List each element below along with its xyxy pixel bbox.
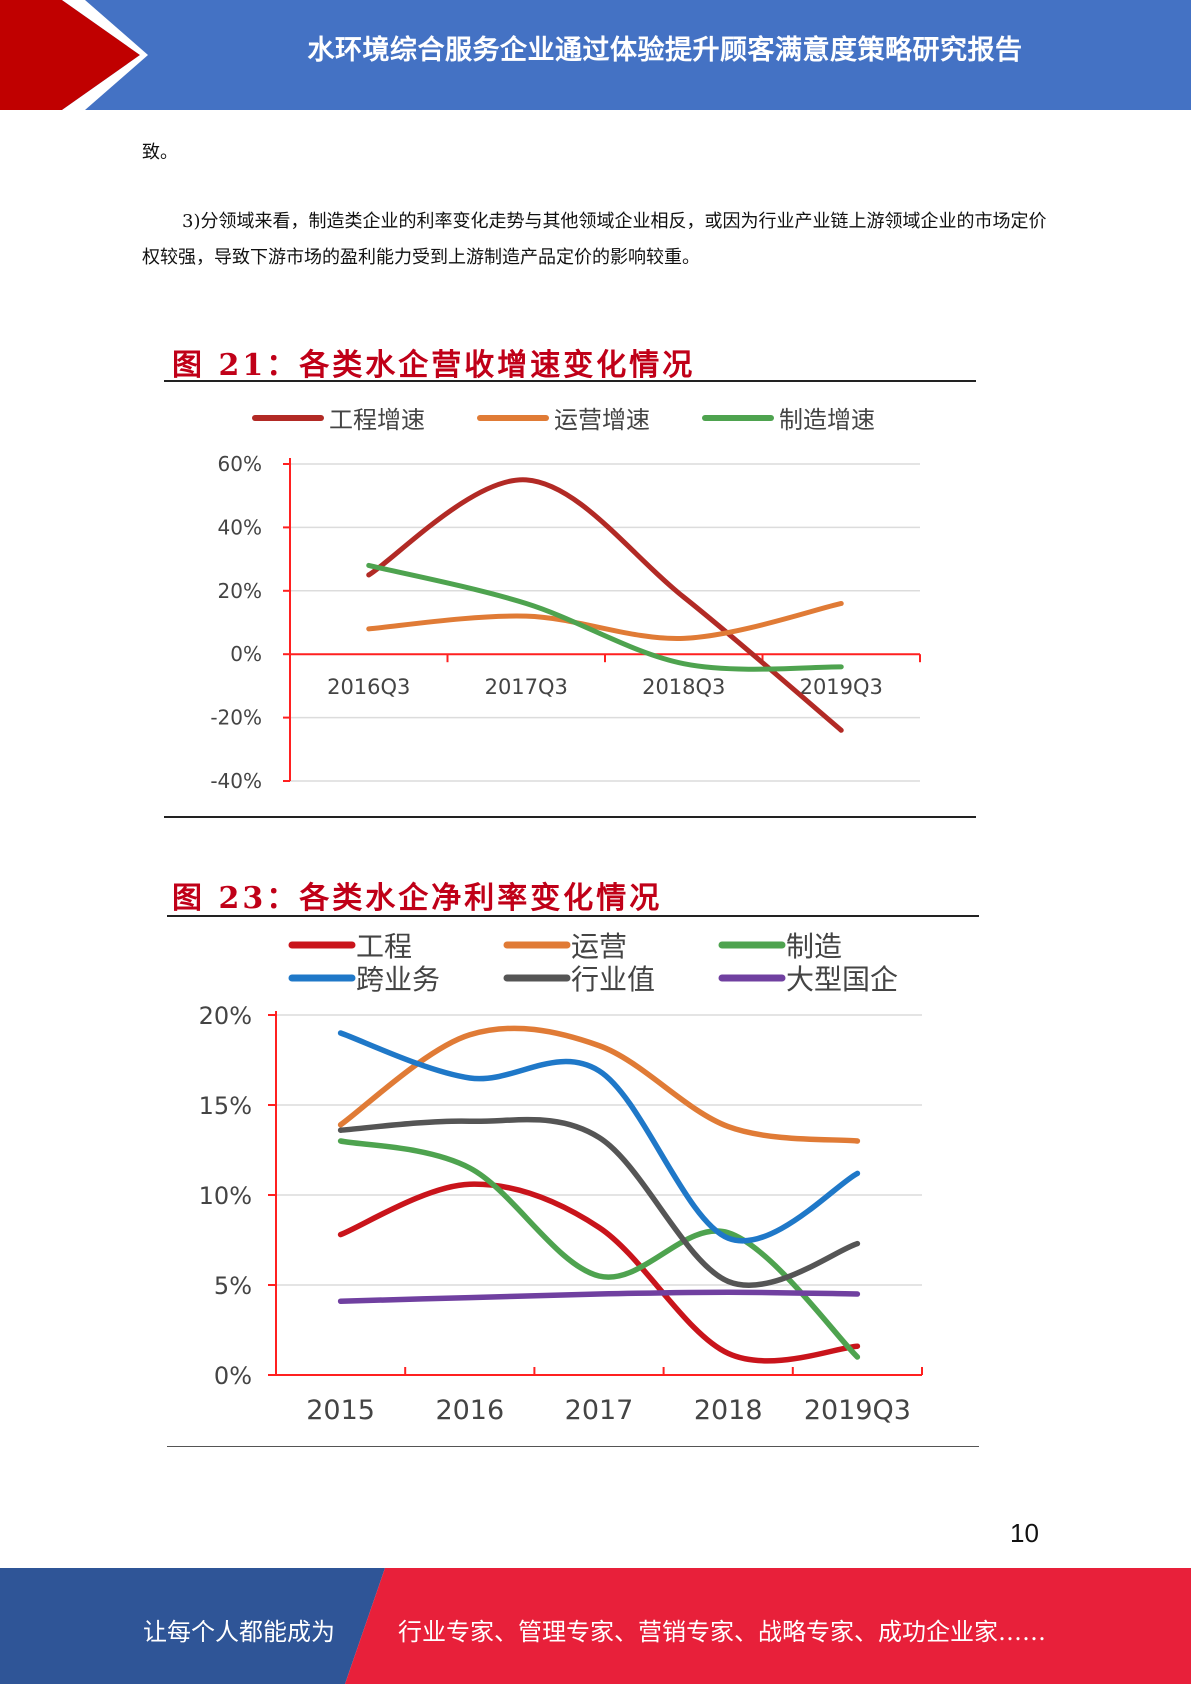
chart-23-title: 图 23：各类水企净利率变化情况: [172, 881, 663, 916]
chart-21-revenue-growth: 工程增速 运营增速 制造增速 60% 40% 20% 0% -20% -40% 2016Q3 201…: [210, 406, 921, 793]
chart-23-bottom-rule: [167, 1446, 979, 1447]
x-tick-label: 2018Q3: [642, 675, 725, 699]
chart-23-top-rule: [167, 915, 979, 917]
series-line: [337, 1116, 861, 1288]
y-tick-label: 15%: [199, 1092, 252, 1120]
x-tick-label: 2017: [565, 1395, 634, 1426]
series-line: [337, 1181, 861, 1364]
legend-label: 制造增速: [779, 406, 875, 434]
page-header: 水环境综合服务企业通过体验提升顾客满意度策略研究报告: [0, 0, 1191, 110]
legend-label: 制造: [786, 930, 842, 963]
page-number: 10: [1010, 1518, 1039, 1548]
series-line: [366, 600, 844, 641]
legend-label: 大型国企: [786, 963, 898, 996]
y-tick-label: 0%: [230, 642, 262, 666]
legend-label: 运营增速: [554, 406, 650, 434]
series-line: [337, 1289, 861, 1304]
legend-label: 工程增速: [329, 406, 425, 434]
footer-banner-shape: [0, 1568, 1191, 1684]
y-tick-label: 5%: [214, 1272, 252, 1300]
x-tick-label: 2015: [306, 1395, 375, 1426]
x-tick-label: 2016Q3: [327, 675, 410, 699]
report-title: 水环境综合服务企业通过体验提升顾客满意度策略研究报告: [307, 35, 1023, 66]
y-tick-label: 40%: [218, 515, 262, 539]
series-line: [337, 1138, 861, 1360]
series-line: [366, 477, 844, 733]
y-tick-label: 20%: [199, 1002, 252, 1030]
y-tick-label: -20%: [210, 706, 262, 730]
x-tick-label: 2019Q3: [800, 675, 883, 699]
legend-label: 运营: [571, 930, 627, 963]
x-tick-label: 2017Q3: [485, 675, 568, 699]
x-tick-label: 2018: [694, 1395, 763, 1426]
legend-label: 工程: [356, 930, 412, 963]
body-paragraph: 3)分领域来看，制造类企业的利率变化走势与其他领域企业相反，或因为行业产业链上游…: [142, 211, 1047, 268]
x-tick-label: 2016: [435, 1395, 504, 1426]
legend-label: 行业值: [571, 963, 655, 996]
legend-label: 跨业务: [356, 963, 440, 996]
chart-21-bottom-rule: [164, 816, 976, 818]
body-text-line: 致。: [142, 142, 178, 163]
page-footer: [0, 1568, 1191, 1684]
y-tick-label: 20%: [218, 579, 262, 603]
y-tick-label: -40%: [210, 769, 262, 793]
series-line: [337, 1030, 861, 1244]
y-tick-label: 10%: [199, 1182, 252, 1210]
x-tick-label: 2019Q3: [804, 1395, 911, 1426]
y-tick-label: 0%: [214, 1362, 252, 1390]
footer-slogan-right: 行业专家、管理专家、营销专家、战略专家、成功企业家……: [398, 1618, 1046, 1646]
chart-21-title: 图 21：各类水企营收增速变化情况: [172, 348, 696, 383]
footer-slogan-left: 让每个人都能成为: [143, 1618, 335, 1646]
chart-21-top-rule: [164, 380, 976, 382]
y-tick-label: 60%: [218, 452, 262, 476]
header-banner-shape: [0, 0, 148, 110]
series-line: [337, 1025, 861, 1144]
series-line: [366, 562, 844, 672]
